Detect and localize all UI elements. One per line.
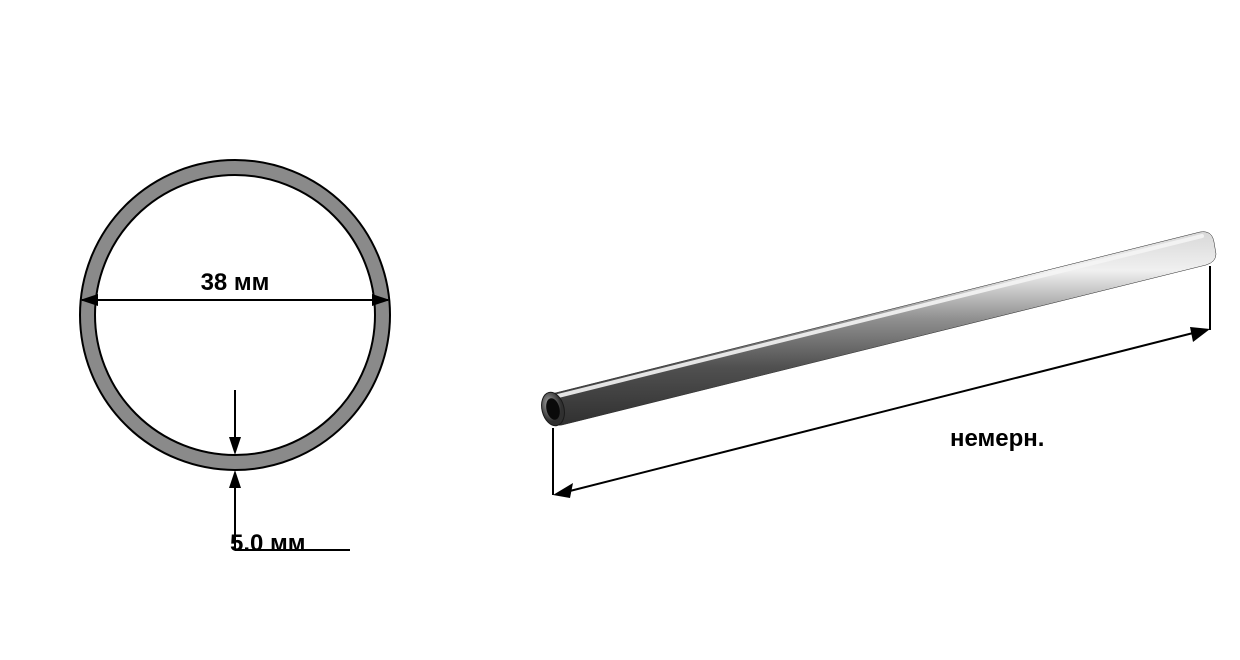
length-arrow-right-icon [1190, 327, 1210, 342]
diameter-label: 38 мм [201, 269, 270, 296]
tube-panel: немерн. [470, 0, 1240, 660]
length-label: немерн. [950, 425, 1044, 453]
cross-section-panel: 38 мм 5.0 мм [0, 0, 470, 660]
length-dim-line [558, 330, 1205, 494]
tube-svg [500, 180, 1240, 540]
thickness-arrow-up-icon [229, 470, 241, 488]
tube-cylinder [546, 232, 1216, 426]
diagram-container: 38 мм 5.0 мм [0, 0, 1240, 660]
tube-body [538, 232, 1216, 428]
tube-highlight [558, 236, 1202, 396]
thickness-label: 5.0 мм [230, 530, 306, 558]
length-arrow-left-icon [553, 483, 573, 498]
